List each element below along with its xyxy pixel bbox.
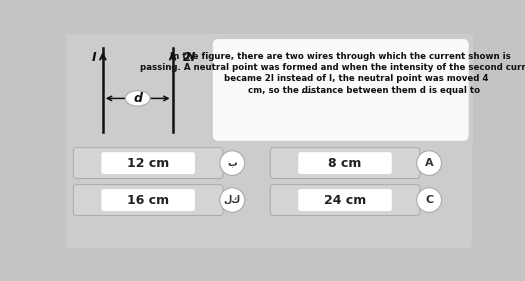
Text: 12 cm: 12 cm bbox=[127, 157, 169, 169]
FancyBboxPatch shape bbox=[74, 148, 223, 178]
Ellipse shape bbox=[125, 91, 150, 106]
Text: A: A bbox=[425, 158, 434, 168]
Text: d: d bbox=[133, 92, 142, 105]
Text: passing. A neutral point was formed and when the intensity of the second current: passing. A neutral point was formed and … bbox=[140, 63, 525, 72]
FancyBboxPatch shape bbox=[65, 33, 473, 146]
FancyBboxPatch shape bbox=[270, 185, 420, 216]
Text: became 2I instead of I, the neutral point was moved 4: became 2I instead of I, the neutral poin… bbox=[224, 74, 488, 83]
FancyBboxPatch shape bbox=[66, 140, 472, 249]
Text: cm, so the distance between them d is equal to: cm, so the distance between them d is eq… bbox=[248, 86, 480, 95]
FancyBboxPatch shape bbox=[298, 189, 392, 211]
Ellipse shape bbox=[417, 151, 442, 175]
FancyBboxPatch shape bbox=[298, 152, 392, 174]
Text: 8 cm: 8 cm bbox=[328, 157, 362, 169]
Text: 24 cm: 24 cm bbox=[324, 194, 366, 207]
FancyBboxPatch shape bbox=[74, 185, 223, 216]
Text: In the figure, there are two wires through which the current shown is: In the figure, there are two wires throu… bbox=[171, 52, 511, 61]
FancyBboxPatch shape bbox=[101, 152, 195, 174]
Text: .....: ..... bbox=[300, 86, 317, 95]
FancyBboxPatch shape bbox=[101, 189, 195, 211]
FancyBboxPatch shape bbox=[213, 39, 469, 141]
Text: C: C bbox=[425, 195, 433, 205]
Ellipse shape bbox=[417, 188, 442, 212]
Text: 16 cm: 16 cm bbox=[127, 194, 169, 207]
Text: 2I: 2I bbox=[183, 51, 196, 64]
Text: ب: ب bbox=[227, 158, 237, 168]
FancyBboxPatch shape bbox=[270, 148, 420, 178]
Text: لك: لك bbox=[224, 195, 241, 205]
Ellipse shape bbox=[220, 188, 245, 212]
Ellipse shape bbox=[220, 151, 245, 175]
Text: I: I bbox=[92, 51, 97, 64]
